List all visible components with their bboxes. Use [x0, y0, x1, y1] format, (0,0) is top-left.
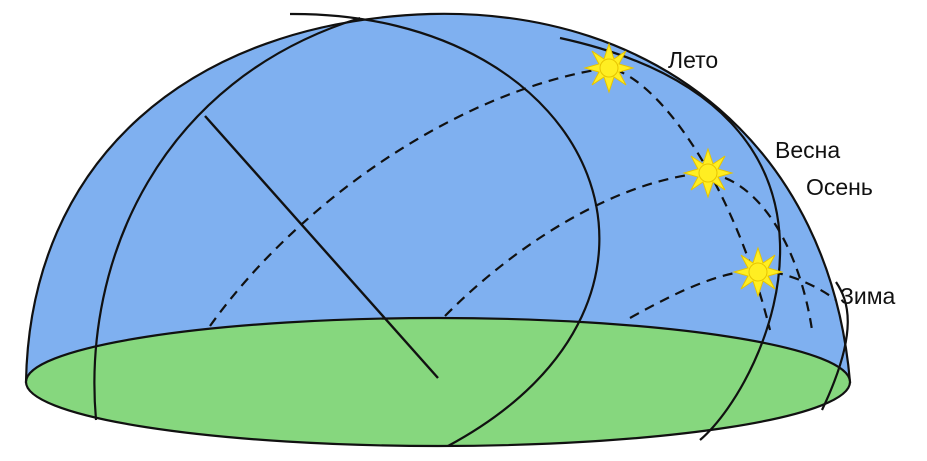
horizon-plane [24, 316, 852, 448]
meridian-arc-center [289, 12, 601, 447]
sun-core [599, 58, 619, 78]
meridian-arc-far-right [821, 281, 849, 411]
label-autumn: Осень [806, 174, 873, 200]
sun-marker-winter [732, 246, 784, 298]
meridian-arc-left [93, 16, 361, 421]
label-summer: Лето [668, 47, 718, 73]
sun-marker-summer [583, 42, 635, 94]
world-axis [204, 115, 439, 379]
sun-core [748, 262, 768, 282]
sun-path-summer [209, 66, 772, 331]
meridian-arcs [93, 12, 849, 447]
sky-dome [24, 12, 852, 384]
label-spring: Весна [775, 137, 840, 163]
sun-marker-equinox [682, 147, 734, 199]
sun-core [698, 163, 718, 183]
label-winter: Зима [840, 283, 896, 309]
meridian-arc-right [559, 36, 782, 441]
